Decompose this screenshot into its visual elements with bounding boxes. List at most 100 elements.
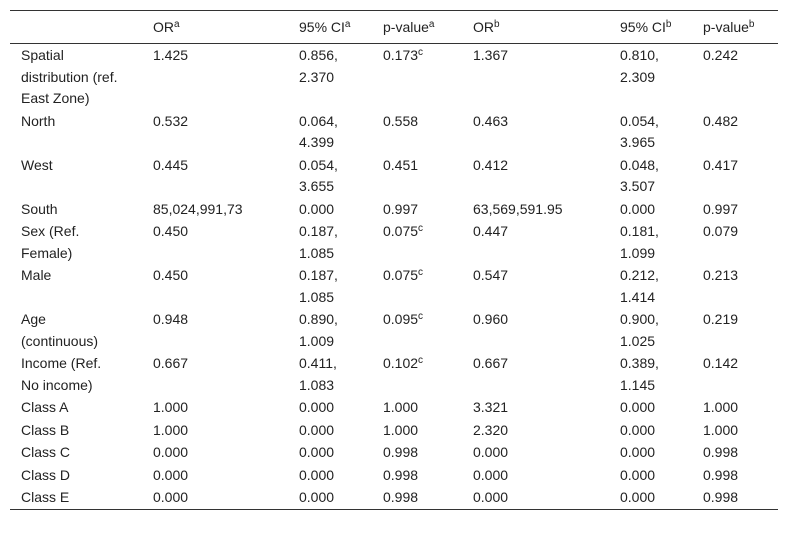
row-label: Age (continuous) (21, 311, 99, 349)
table-cell: 0.064, 4.399 (299, 112, 338, 151)
table-cell: 0.960 (473, 311, 509, 327)
table-cell: 0.242 (703, 47, 739, 63)
row-label: North (21, 112, 56, 129)
header-cell: ORa (142, 11, 288, 44)
table-cell: 0.532 (153, 112, 189, 129)
row-label: Class A (21, 399, 69, 415)
table-cell: 0.948 (153, 311, 189, 327)
cell-text: p-value (383, 19, 429, 35)
table-cell: 0.048, 3.507 (620, 156, 659, 195)
table-cell: 0.998 (383, 444, 419, 460)
table-cell: 0.000 (299, 489, 335, 505)
table-cell: 1.000 (383, 421, 419, 438)
row-label: Spatial distribution (ref. East Zone) (21, 47, 118, 106)
table-cell: 0.054, 3.655 (299, 156, 338, 195)
table-cell: 0.810, 2.309 (620, 47, 659, 85)
table-cell: 1.000 (703, 421, 739, 438)
table-cell: 0.667 (473, 355, 509, 371)
table-cell: 0.000 (153, 444, 189, 460)
table-cell: 63,569,591.95 (473, 200, 563, 217)
row-label: Male (21, 267, 52, 283)
cell-text: 95% CI (620, 19, 666, 35)
table-cell: 0.000 (153, 489, 189, 505)
superscript: a (428, 19, 435, 30)
table-cell: 0.000 (620, 466, 656, 483)
table-cell: 0.212, 1.414 (620, 267, 659, 305)
table-cell: 0.075c (372, 264, 462, 308)
row-label: South (21, 200, 58, 217)
superscript: c (418, 267, 424, 278)
header-cell: ORb (462, 11, 609, 44)
table-cell: 0.213 (703, 267, 739, 283)
cell-text: 95% CI (299, 19, 345, 35)
table-cell: 0.000 (299, 444, 335, 460)
table-cell: 0.998 (383, 466, 419, 483)
table-cell: 0.219 (703, 311, 739, 327)
table-row: Income (Ref. No income) 0.667 0.411, 1.083… (10, 352, 778, 396)
table-cell: 0.054, 3.965 (620, 112, 659, 151)
header-cell: 95% CIa (288, 11, 372, 44)
cell-text: OR (473, 19, 494, 35)
table-cell: 0.998 (703, 444, 739, 460)
row-label: Income (Ref. No income) (21, 355, 102, 393)
table-cell: 1.000 (153, 421, 189, 438)
table-cell: 0.389, 1.145 (620, 355, 659, 393)
table-cell: 1.425 (153, 47, 189, 63)
table-cell: 0.095c (372, 308, 462, 352)
table-cell: 0.000 (299, 200, 335, 217)
table-cell: 0.998 (703, 466, 739, 483)
table-cell: 0.463 (473, 112, 509, 129)
table-cell: 0.900, 1.025 (620, 311, 659, 349)
table-cell: 0.856, 2.370 (299, 47, 338, 85)
header-cell: p-valueb (692, 11, 778, 44)
superscript: b (494, 19, 500, 30)
table-cell: 2.320 (473, 421, 509, 438)
table-row: Class B 1.000 0.000 1.000 2.320 0.000 1.000 (10, 419, 778, 442)
table-cell: 85,024,991,73 (153, 200, 243, 217)
table-cell: 1.367 (473, 47, 509, 63)
table-cell: 0.482 (703, 112, 739, 129)
cell-text: 0.102 (383, 355, 419, 371)
superscript: a (174, 19, 180, 30)
table-cell: 0.000 (473, 489, 509, 505)
table-cell: 0.547 (473, 267, 509, 283)
table-cell: 0.000 (620, 399, 656, 415)
superscript: a (344, 19, 351, 30)
table-cell: 0.142 (703, 355, 739, 371)
row-label: Class C (21, 444, 71, 460)
cell-text: p-value (703, 19, 749, 35)
table-cell: 1.000 (153, 399, 189, 415)
table-cell: 1.000 (383, 399, 419, 415)
table-cell: 0.417 (703, 156, 739, 173)
table-cell: 0.187, 1.085 (299, 267, 338, 305)
superscript: c (418, 355, 424, 366)
results-table: ORa 95% CIa p-valuea ORb 95% CIb p-valueb Spa… (10, 10, 778, 510)
table-row: South 85,024,991,73 0.000 0.997 63,569,591.9… (10, 198, 778, 221)
table-cell: 0.998 (383, 489, 419, 505)
table-cell: 0.187, 1.085 (299, 223, 338, 261)
table-cell: 0.000 (620, 421, 656, 438)
table-cell: 0.997 (383, 200, 419, 217)
table-row: Sex (Ref. Female) 0.450 0.187, 1.085 0.075c… (10, 220, 778, 264)
superscript: c (418, 47, 424, 58)
table-cell: 0.000 (473, 444, 509, 460)
table-cell: 0.450 (153, 267, 189, 283)
row-label: Class D (21, 466, 71, 483)
table-cell: 0.998 (703, 489, 739, 505)
table-cell: 0.000 (473, 466, 509, 483)
table-cell: 0.558 (383, 112, 419, 129)
table-cell: 0.000 (620, 489, 656, 505)
cell-text: 0.173 (383, 47, 419, 63)
table-cell: 0.102c (372, 352, 462, 396)
table-cell: 0.000 (299, 399, 335, 415)
table-cell: 0.447 (473, 223, 509, 239)
table-row: Age (continuous) 0.948 0.890, 1.009 0.095c 0… (10, 308, 778, 352)
table-body: Spatial distribution (ref. East Zone) 1.4… (10, 44, 778, 509)
table-cell: 0.667 (153, 355, 189, 371)
table-cell: 0.079 (703, 223, 739, 239)
table-cell: 0.075c (372, 220, 462, 264)
table-cell: 3.321 (473, 399, 509, 415)
table-cell: 0.000 (299, 466, 335, 483)
table-row: Class D 0.000 0.000 0.998 0.000 0.000 0.998 (10, 464, 778, 487)
cell-text: 0.095 (383, 311, 419, 327)
